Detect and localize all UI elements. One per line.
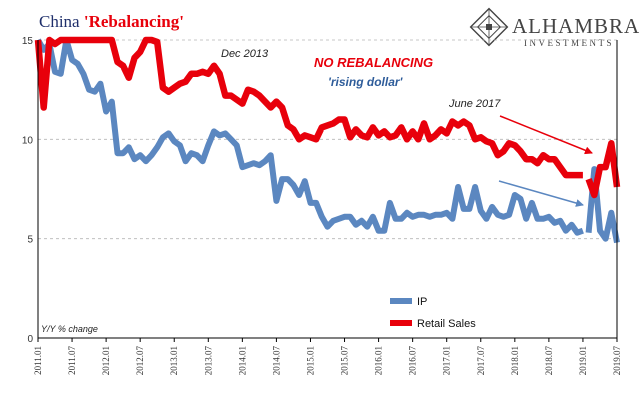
x-tick-label: 2013.07 [203,346,213,376]
x-tick-label: 2017.07 [476,346,486,376]
x-axis: 2011.01 2011.07 2012.01 2012.07 2013.01 2013.… [33,338,622,375]
x-tick-label: 2019.01 [578,346,588,375]
series-line-ip [35,37,584,236]
x-tick-label: 2015.01 [305,346,315,375]
y-tick-label: 0 [27,334,33,345]
chart-title-prefix: China [39,12,84,31]
red-arrow-icon [499,115,593,155]
series-line-ip [585,166,620,244]
y-unit-label: Y/Y % change [41,324,98,334]
chart-title: China 'Rebalancing' [39,12,184,31]
x-tick-label: 2016.01 [374,346,384,375]
x-tick-label: 2014.07 [271,346,281,376]
legend: IP Retail Sales [390,296,476,330]
x-tick-label: 2011.01 [33,346,43,375]
x-tick-label: 2014.01 [237,346,247,375]
x-tick-label: 2018.07 [544,346,554,376]
y-tick-label: 10 [22,135,34,146]
x-tick-label: 2016.07 [408,346,418,376]
alhambra-logo: ALHAMBRA INVESTMENTS [469,7,640,48]
x-tick-label: 2015.07 [340,346,350,376]
logo-name: ALHAMBRA [512,14,640,38]
y-tick-label: 15 [22,36,34,47]
x-tick-label: 2012.01 [101,346,111,375]
x-tick-label: 2017.01 [442,346,452,375]
series-line-retail-sales [34,36,583,179]
x-tick-label: 2012.07 [135,346,145,376]
x-tick-label: 2019.07 [612,346,622,376]
logo-emblem-icon [469,7,509,47]
x-tick-label: 2018.01 [510,346,520,375]
logo-tagline: INVESTMENTS [524,38,614,48]
series-line-retail-sales [585,140,621,199]
chart-title-emph: 'Rebalancing' [84,12,184,31]
x-tick-label: 2013.01 [169,346,179,375]
blue-arrow-icon [498,180,584,207]
series-group [34,36,621,244]
y-tick-label: 5 [27,235,33,246]
x-tick-label: 2011.07 [67,346,77,375]
annotation-no-rebalancing: NO REBALANCING [314,55,433,70]
legend-label-retail-sales: Retail Sales [417,318,476,330]
annotation-june-2017: June 2017 [448,98,501,110]
legend-label-ip: IP [417,296,427,308]
annotation-rising-dollar: 'rising dollar' [328,75,404,89]
y-axis: 0 5 10 15 [22,36,34,345]
annotation-dec-2013: Dec 2013 [221,48,269,60]
gridlines [38,39,617,240]
